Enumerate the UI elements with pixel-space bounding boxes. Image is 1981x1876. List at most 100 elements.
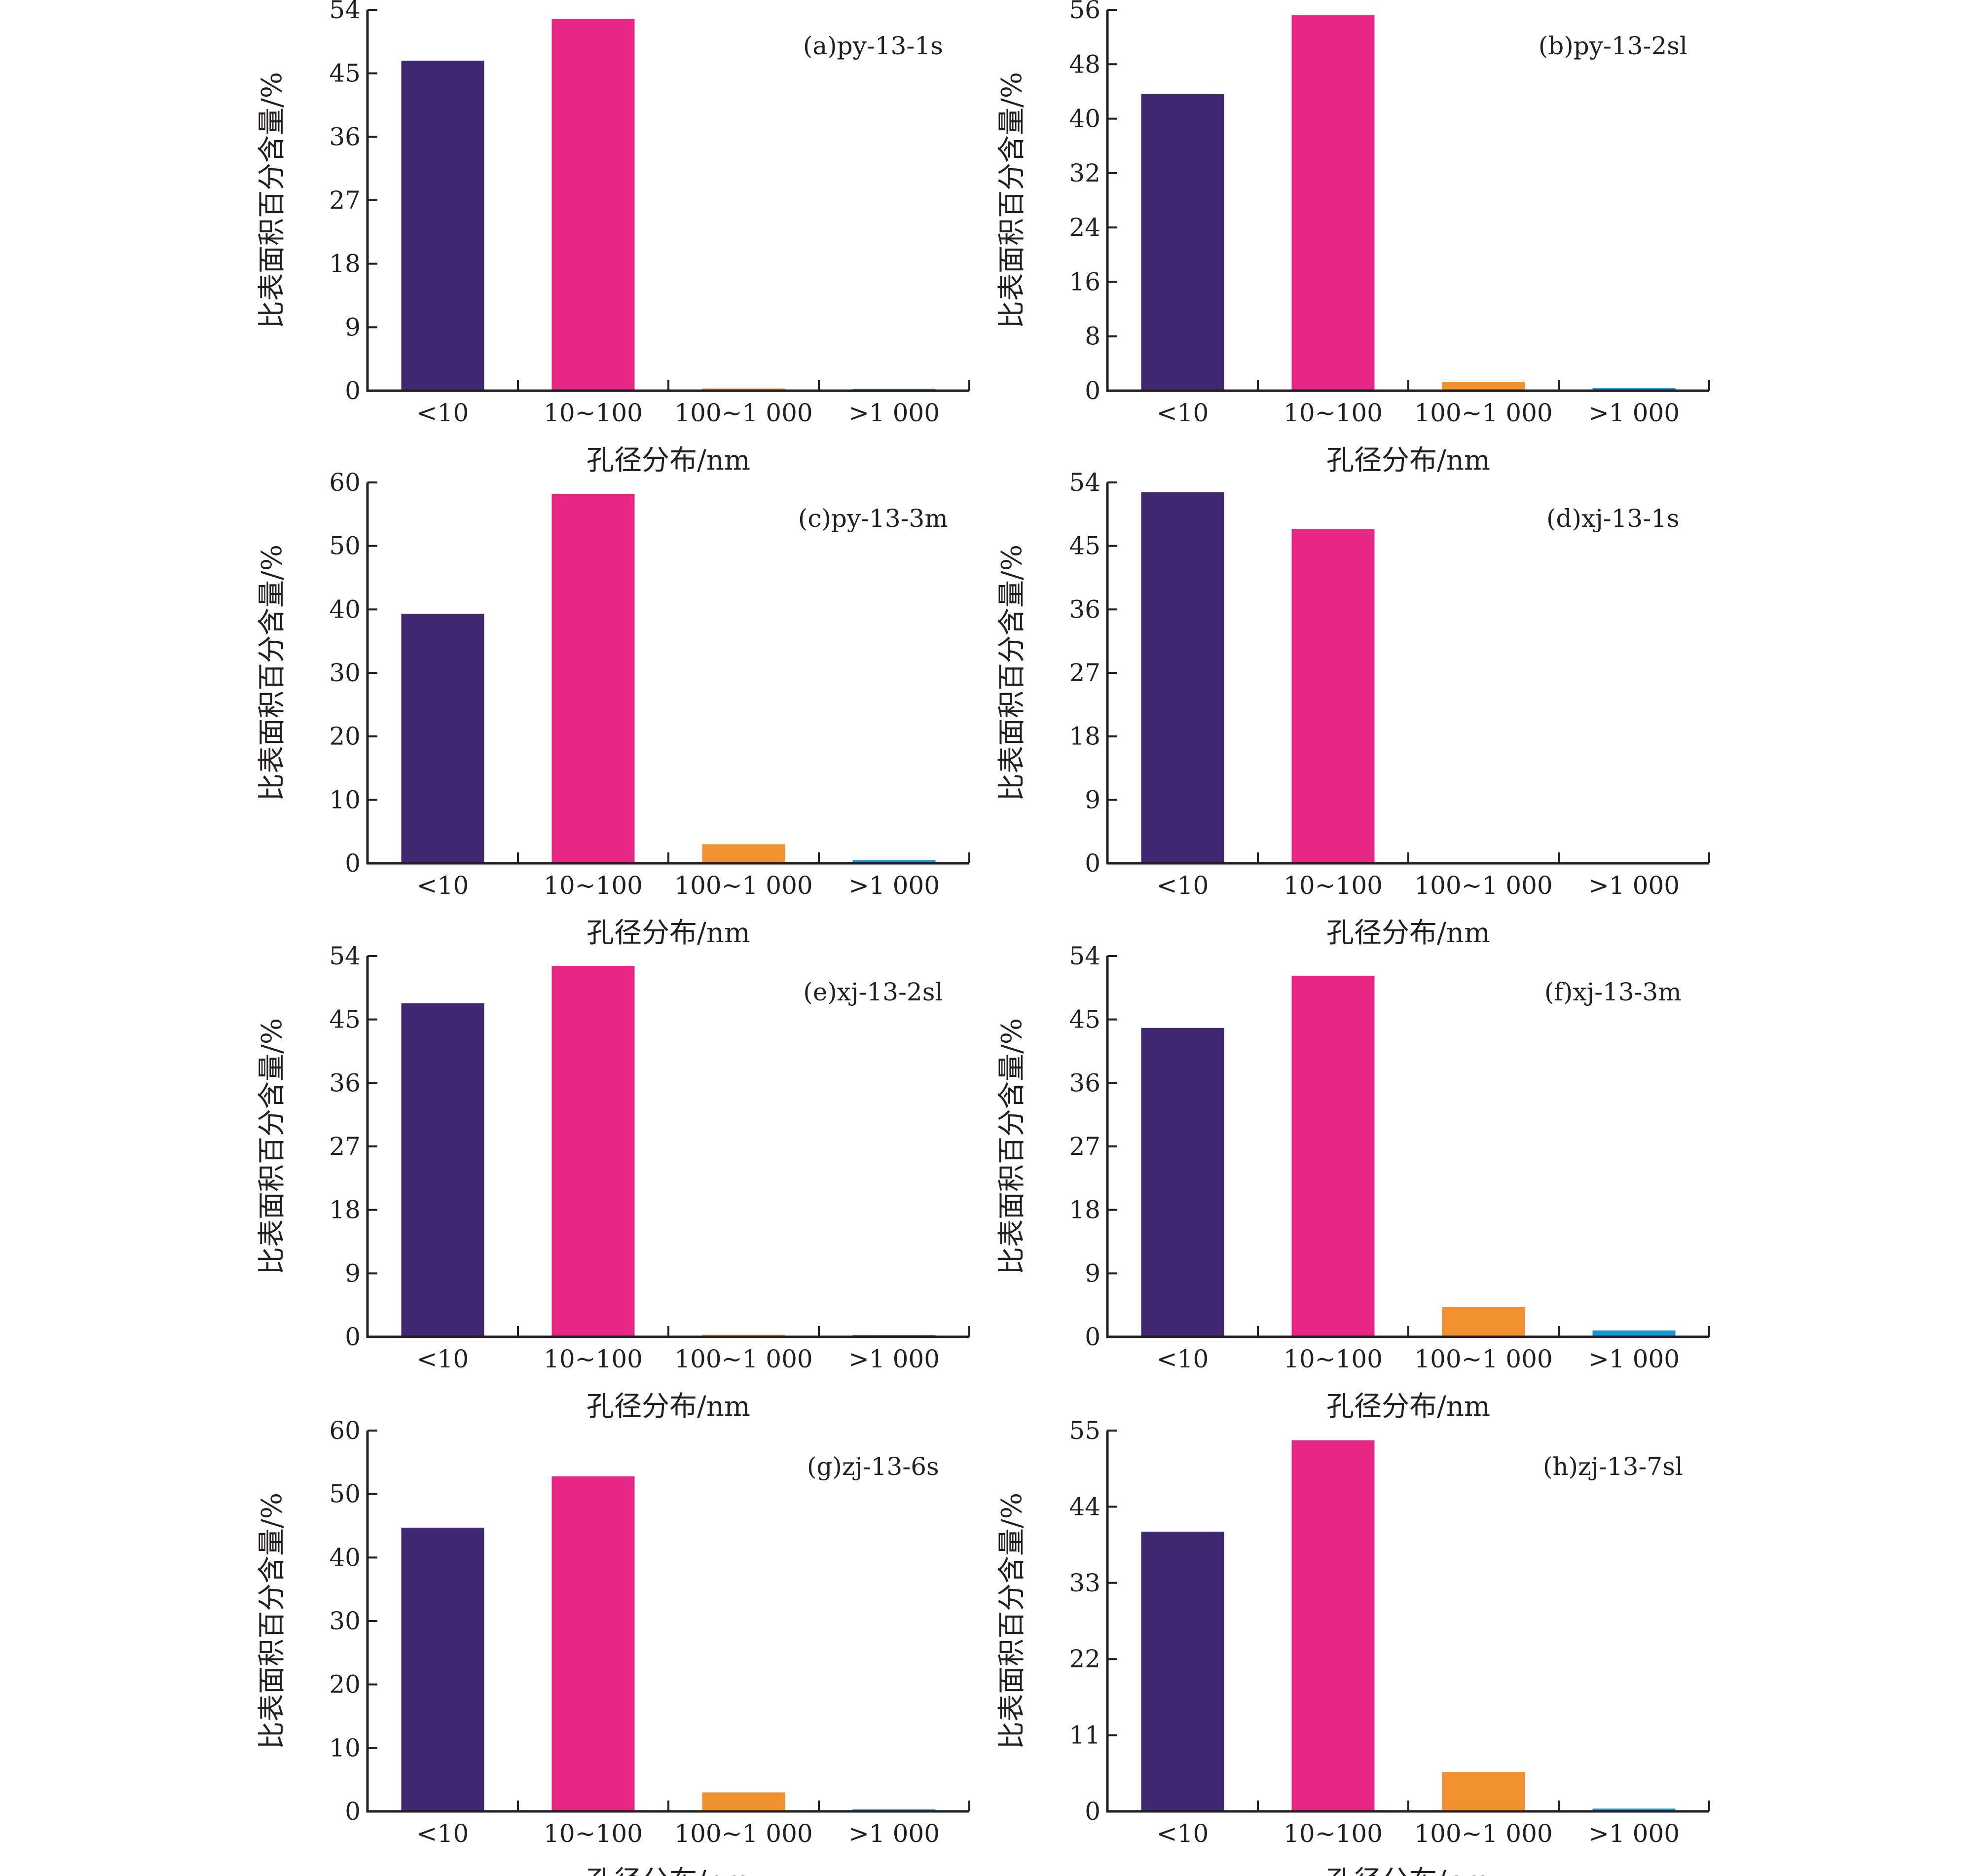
chart-panel-0: 0 9 18 27 36 45 54 <10 10~100 100~1 000 >1 000 孔径分布… [256, 0, 970, 477]
category-label: 10~100 [1284, 1345, 1383, 1373]
panel-label: (b)py-13-2sl [1539, 32, 1688, 60]
y-tick-label: 36 [1069, 595, 1101, 624]
y-tick-label: 45 [1069, 532, 1101, 560]
category-label: 10~100 [1284, 1819, 1383, 1848]
category-label: 100~1 000 [674, 399, 812, 427]
panel-label: (c)py-13-3m [798, 504, 948, 533]
x-axis-title: 孔径分布/nm [587, 444, 750, 477]
category-label: >1 000 [848, 1819, 940, 1848]
category-label: 10~100 [1284, 399, 1383, 427]
y-tick-label: 11 [1069, 1721, 1101, 1750]
bar-3 [1592, 1330, 1676, 1337]
bar-1 [1291, 1440, 1375, 1811]
x-axis-title: 孔径分布/nm [1326, 1391, 1490, 1423]
bar-0 [401, 60, 484, 391]
y-tick-label: 54 [329, 942, 361, 970]
category-label: 10~100 [544, 1345, 643, 1373]
y-tick-label: 54 [1069, 468, 1101, 497]
panel-label: (d)xj-13-1s [1546, 504, 1680, 533]
bar-0 [1141, 492, 1224, 863]
category-label: <10 [417, 1819, 469, 1848]
y-tick-label: 0 [1085, 376, 1101, 405]
category-label: >1 000 [848, 871, 940, 900]
y-tick-label: 10 [329, 1733, 361, 1762]
category-label: <10 [1157, 1345, 1209, 1373]
y-tick-label: 27 [329, 1132, 361, 1161]
bar-2 [702, 844, 785, 863]
y-tick-label: 18 [329, 250, 361, 278]
y-tick-label: 9 [345, 1259, 361, 1287]
x-axis-title: 孔径分布/nm [1326, 1865, 1490, 1876]
y-tick-label: 0 [345, 1323, 361, 1351]
category-label: 10~100 [544, 399, 643, 427]
y-tick-label: 56 [1069, 0, 1101, 24]
y-tick-label: 54 [1069, 942, 1101, 970]
chart-panel-4: 0 9 18 27 36 45 54 <10 10~100 100~1 000 >1 000 孔径分布… [256, 942, 970, 1423]
x-axis-title: 孔径分布/nm [587, 917, 750, 949]
y-tick-label: 33 [1069, 1569, 1101, 1597]
y-tick-label: 20 [329, 722, 361, 751]
y-tick-label: 10 [329, 785, 361, 814]
bar-3 [1592, 388, 1676, 391]
y-axis-title: 比表面积百分含量/% [996, 1018, 1028, 1275]
category-label: >1 000 [1588, 1819, 1680, 1848]
chart-panel-2: 0 10 20 30 40 50 60 <10 10~100 100~1 000 >1 000 孔径分… [256, 468, 970, 949]
y-tick-label: 9 [1085, 1259, 1101, 1287]
y-tick-label: 45 [329, 59, 361, 88]
y-tick-label: 60 [329, 468, 361, 497]
y-tick-label: 0 [345, 376, 361, 405]
y-tick-label: 44 [1069, 1492, 1101, 1521]
x-axis-title: 孔径分布/nm [1326, 444, 1490, 477]
category-label: 10~100 [544, 1819, 643, 1848]
category-label: 10~100 [544, 871, 643, 900]
bar-3 [852, 860, 936, 863]
category-label: 100~1 000 [1414, 1345, 1552, 1373]
y-tick-label: 18 [329, 1196, 361, 1224]
y-tick-label: 36 [329, 1068, 361, 1097]
category-label: 100~1 000 [674, 1819, 812, 1848]
bar-2 [1442, 1771, 1525, 1811]
category-label: <10 [417, 871, 469, 900]
y-tick-label: 0 [1085, 1323, 1101, 1351]
y-tick-label: 30 [329, 1607, 361, 1635]
category-label: 10~100 [1284, 871, 1383, 900]
y-tick-label: 48 [1069, 50, 1101, 78]
y-tick-label: 18 [1069, 1196, 1101, 1224]
panel-label: (h)zj-13-7sl [1543, 1452, 1683, 1481]
y-tick-label: 40 [329, 1543, 361, 1572]
category-label: <10 [417, 1345, 469, 1373]
bar-1 [1291, 15, 1375, 391]
bar-0 [401, 614, 484, 863]
y-tick-label: 27 [1069, 1132, 1101, 1161]
category-label: <10 [1157, 871, 1209, 900]
bar-2 [1442, 382, 1525, 391]
y-tick-label: 55 [1069, 1416, 1101, 1445]
panel-label: (g)zj-13-6s [807, 1452, 939, 1481]
y-tick-label: 27 [329, 186, 361, 215]
y-axis-title: 比表面积百分含量/% [996, 545, 1028, 801]
y-tick-label: 54 [329, 0, 361, 24]
category-label: 100~1 000 [1414, 399, 1552, 427]
panel-label: (a)py-13-1s [803, 32, 943, 60]
bar-0 [1141, 94, 1224, 391]
x-axis-title: 孔径分布/nm [587, 1391, 750, 1423]
y-tick-label: 24 [1069, 213, 1101, 242]
y-tick-label: 50 [329, 532, 361, 560]
category-label: >1 000 [1588, 871, 1680, 900]
y-tick-label: 30 [329, 659, 361, 687]
category-label: >1 000 [1588, 1345, 1680, 1373]
y-tick-label: 60 [329, 1416, 361, 1445]
y-tick-label: 50 [329, 1480, 361, 1508]
x-axis-title: 孔径分布/nm [587, 1865, 750, 1876]
bar-2 [1442, 1307, 1525, 1337]
category-label: <10 [1157, 399, 1209, 427]
y-tick-label: 0 [1085, 1797, 1101, 1826]
y-tick-label: 45 [1069, 1005, 1101, 1034]
chart-panel-7: 0 11 22 33 44 55 <10 10~100 100~1 000 >1 000 孔径分布/… [996, 1416, 1710, 1876]
category-label: <10 [1157, 1819, 1209, 1848]
bar-1 [551, 1476, 635, 1811]
category-label: <10 [417, 399, 469, 427]
y-tick-label: 8 [1085, 322, 1101, 351]
y-tick-label: 32 [1069, 159, 1101, 187]
panel-label: (e)xj-13-2sl [803, 978, 943, 1006]
